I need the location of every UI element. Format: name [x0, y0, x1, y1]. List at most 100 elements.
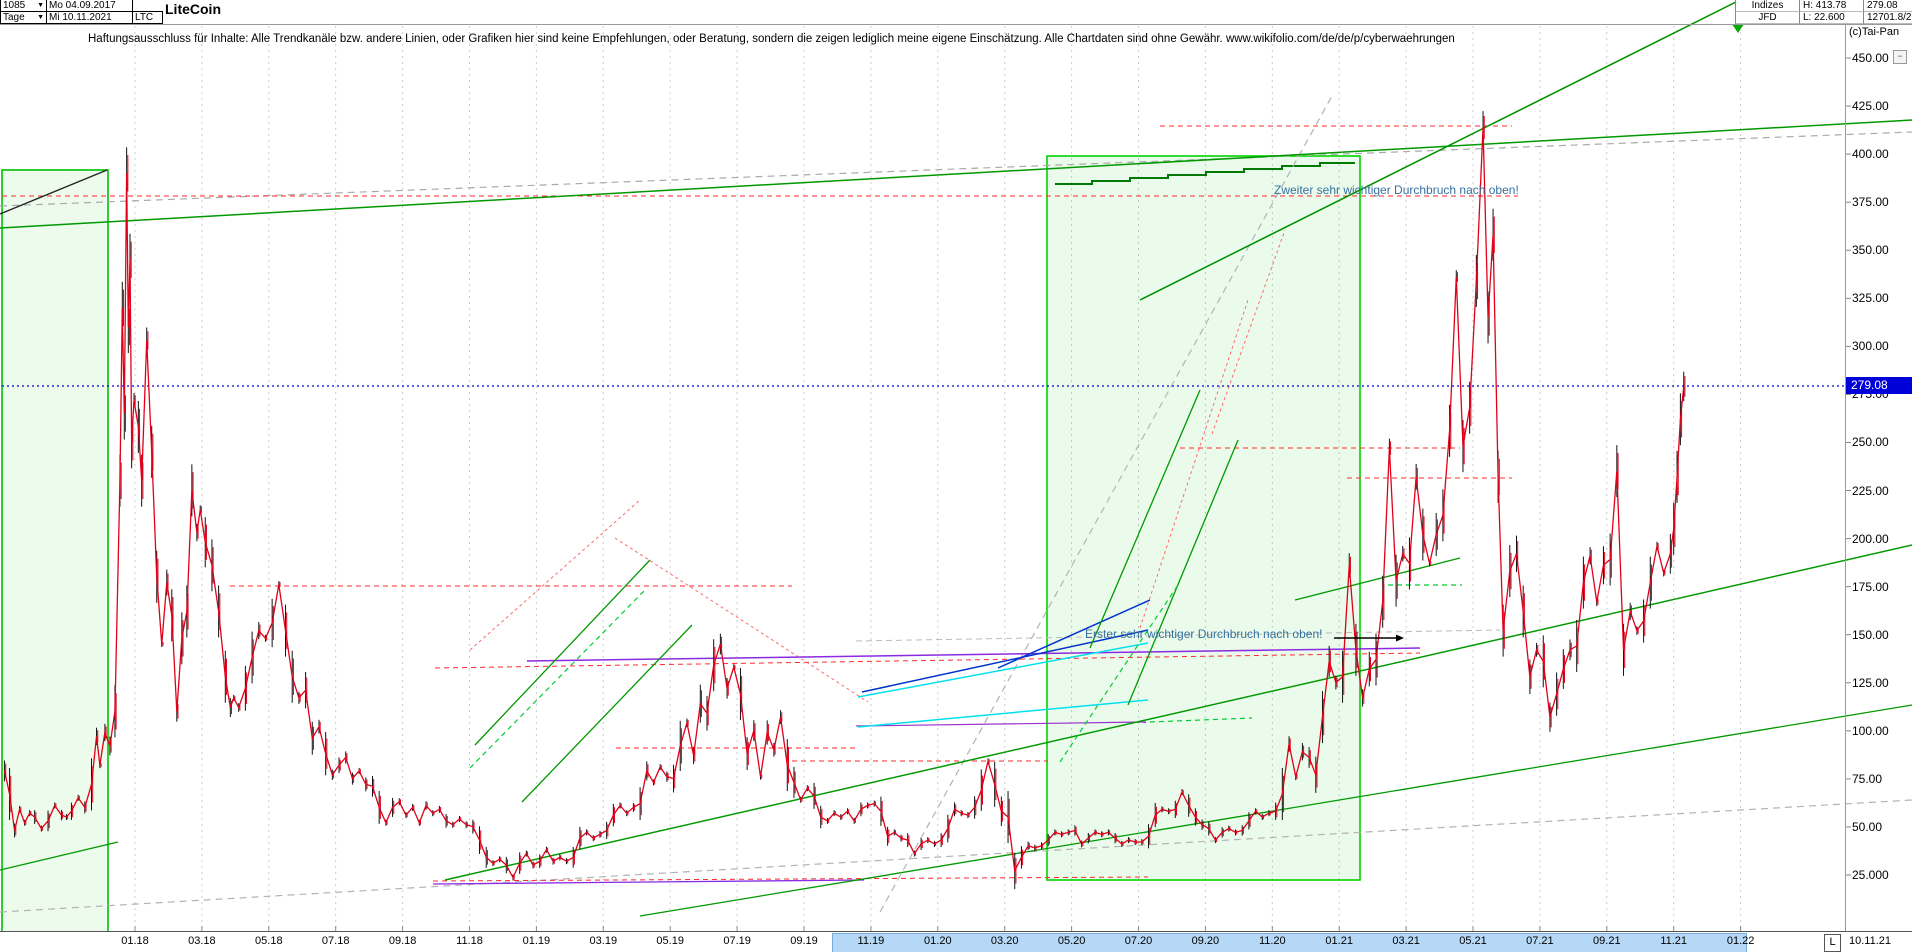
date-axis-label: 09.21 — [1593, 935, 1621, 947]
trendline — [432, 876, 1149, 882]
last-bar-date: 10.11.21 — [1849, 935, 1892, 947]
start-date-value: Mo 04.09.2017 — [49, 0, 116, 11]
date-axis-label: 09.19 — [790, 935, 818, 947]
price-axis-label: 300.00 — [1852, 339, 1889, 354]
trendline — [855, 721, 1147, 727]
price-axis-label: 25.000 — [1852, 868, 1889, 883]
price-axis-label: 450.00 — [1852, 51, 1889, 65]
indizes-label[interactable]: Indizes — [1735, 0, 1799, 12]
date-axis-label: 11.19 — [857, 935, 885, 947]
trendline — [469, 589, 646, 769]
price-axis-label: 350.00 — [1852, 243, 1889, 258]
trendline — [0, 841, 119, 871]
last-price-value: 279.08 — [1863, 0, 1912, 12]
price-axis-label: 175.00 — [1852, 579, 1889, 594]
symbol-cell: LTC — [132, 11, 163, 24]
disclaimer-text: Haftungsausschluss für Inhalte: Alle Tre… — [88, 33, 1455, 45]
date-axis-label: 11.18 — [456, 935, 483, 947]
trendline — [1294, 557, 1461, 601]
price-series — [3, 127, 1685, 880]
price-axis-label: 250.00 — [1852, 435, 1889, 450]
trendline — [469, 499, 641, 651]
date-axis-label: 07.19 — [723, 935, 751, 947]
copyright-label: (c)Tai-Pan — [1849, 26, 1900, 38]
low-value: L: 22.600 — [1799, 12, 1863, 24]
trendline — [857, 642, 1149, 698]
trendline — [1139, 0, 1741, 301]
trendline — [526, 647, 1421, 662]
trendline — [432, 879, 865, 885]
chevron-down-icon: ▼ — [37, 14, 44, 21]
trendline — [1127, 439, 1239, 706]
selected-date-range[interactable] — [832, 933, 1747, 952]
price-axis-label: 200.00 — [1852, 531, 1889, 546]
date-axis-label: 09.18 — [388, 935, 417, 947]
trendline — [1059, 581, 1181, 763]
price-axis-label: 150.00 — [1852, 627, 1889, 642]
price-axis-label: 375.00 — [1852, 195, 1889, 210]
period-dropdown[interactable]: Tage ▼ — [0, 11, 47, 24]
breakout-box — [1046, 155, 1361, 881]
trendline — [997, 599, 1151, 669]
quote-info-header: Indizes H: 413.78 279.08 JFD L: 22.600 1… — [1735, 0, 1912, 24]
date-axis-label: 05.19 — [656, 935, 684, 947]
trendline — [521, 624, 693, 803]
trendline — [855, 629, 1501, 642]
trendline — [0, 169, 108, 215]
date-axis-label: 07.21 — [1526, 935, 1554, 947]
trendline — [0, 799, 1912, 913]
chevron-down-icon: ▼ — [37, 2, 44, 9]
price-axis-label: 425.00 — [1852, 99, 1889, 114]
date-axis-label: 05.20 — [1057, 935, 1086, 947]
triangle-down-icon — [1732, 24, 1744, 33]
date-axis-label: 01.21 — [1325, 935, 1353, 947]
trendline — [1089, 389, 1201, 649]
trendline — [444, 544, 1912, 881]
breakout-box — [1, 169, 109, 947]
period-value: Tage — [3, 12, 25, 23]
trendline — [1149, 717, 1253, 723]
price-axis-label: 50.00 — [1852, 819, 1883, 834]
price-axis-label: 100.00 — [1852, 723, 1889, 738]
trendline — [614, 537, 869, 703]
collapse-axis-button[interactable]: − — [1893, 50, 1907, 64]
index-value: 12701.8/2 — [1863, 12, 1912, 24]
price-axis-label: 325.00 — [1852, 291, 1889, 306]
axis-divider — [1845, 24, 1846, 952]
end-date-cell[interactable]: Mi 10.11.2021 — [46, 11, 133, 24]
date-axis-label: 11.20 — [1258, 935, 1286, 947]
price-axis-label: 225.00 — [1852, 483, 1889, 498]
page-title: LiteCoin — [165, 1, 221, 17]
arrow-right-icon — [1396, 634, 1404, 642]
date-axis-label: 09.20 — [1191, 935, 1220, 947]
price-axis-label: 125.00 — [1852, 675, 1889, 690]
price-axis-label: 400.00 — [1852, 147, 1889, 162]
broker-label: JFD — [1735, 12, 1799, 24]
date-axis[interactable]: 01.18 03.18 05.18 07.18 09.18 11.18 01.19 03.19… — [0, 931, 1912, 952]
high-value: H: 413.78 — [1799, 0, 1863, 12]
date-axis-label: 05.21 — [1459, 935, 1487, 947]
end-date-value: Mi 10.11.2021 — [49, 12, 112, 23]
annotation-first-breakout: Erster sehr wichtiger Durchbruch nach ob… — [1085, 627, 1323, 641]
trendline — [0, 131, 1912, 207]
date-axis-label: 01.20 — [924, 935, 952, 947]
chart-settings-header: 1085 ▼ Mo 04.09.2017 Tage ▼ Mi 10.11.202… — [0, 0, 163, 24]
date-axis-label: 01.18 — [121, 935, 149, 947]
date-axis-label: 01.22 — [1726, 935, 1755, 947]
trendline — [434, 652, 1421, 669]
date-axis-label: 03.19 — [589, 935, 618, 947]
current-price-marker: 279.08 — [1846, 377, 1912, 394]
date-axis-label: 07.18 — [321, 935, 350, 947]
date-axis-label: 11.21 — [1660, 935, 1688, 947]
annotation-second-breakout: Zweiter sehr wichtiger Durchbruch nach o… — [1274, 183, 1519, 197]
header-divider — [0, 24, 1912, 25]
trendline — [857, 699, 1149, 728]
symbol-value: LTC — [135, 12, 154, 23]
trendline — [861, 629, 1149, 693]
bars-count-value: 1085 — [3, 0, 26, 11]
date-axis-label: 03.20 — [990, 935, 1019, 947]
trendline — [1211, 229, 1286, 435]
date-axis-label: 05.18 — [255, 935, 283, 947]
